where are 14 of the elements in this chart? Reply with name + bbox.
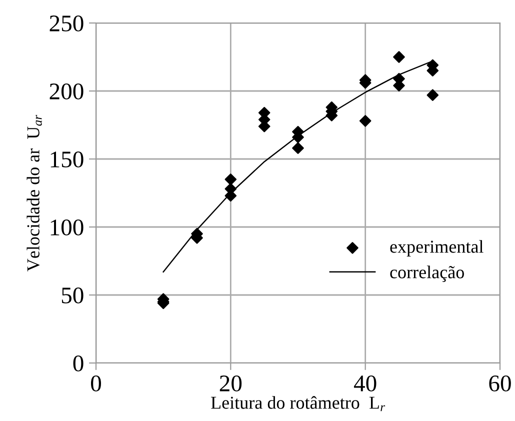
y-tick-label: 100 bbox=[50, 219, 84, 236]
x-tick-label: 20 bbox=[220, 375, 242, 392]
x-tick-label: 40 bbox=[354, 375, 376, 392]
y-tick-label: 150 bbox=[50, 151, 84, 168]
x-axis-title: Leitura do rotâmetro L$_{r}$ bbox=[211, 396, 386, 412]
y-tick-label: 50 bbox=[62, 287, 84, 304]
y-tick-label: 0 bbox=[73, 355, 84, 372]
x-tick-label: 0 bbox=[90, 375, 102, 392]
y-tick-label: 200 bbox=[50, 83, 84, 100]
y-tick-label: 250 bbox=[50, 15, 84, 32]
y-axis-title: Velocidade do ar U$_{ar}$ bbox=[26, 114, 42, 272]
legend-label: experimental bbox=[390, 240, 484, 256]
legend-label: correlação bbox=[390, 266, 464, 282]
x-tick-label: 60 bbox=[489, 375, 511, 392]
